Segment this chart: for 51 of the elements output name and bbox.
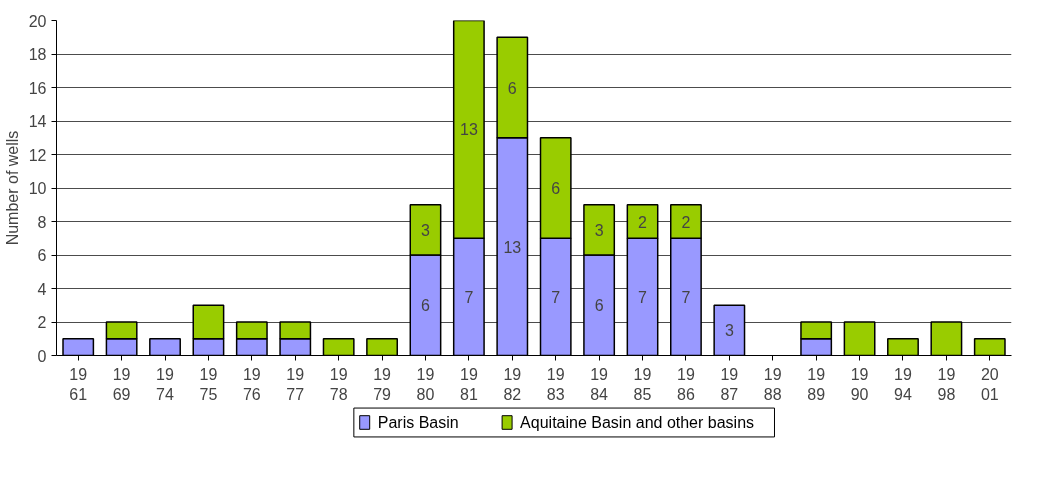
y-tick-label: 10 — [28, 180, 47, 197]
data-label: 6 — [551, 180, 561, 197]
x-tick-label: 19 85 — [633, 365, 652, 403]
x-tick-label: 19 75 — [199, 365, 218, 403]
x-tick-label: 19 84 — [590, 365, 609, 403]
data-label: 7 — [638, 288, 648, 306]
y-tick-label: 16 — [28, 79, 47, 97]
data-label: 7 — [681, 288, 691, 306]
x-tick-label: 19 74 — [156, 365, 175, 403]
x-tick-label: 20 01 — [980, 365, 999, 403]
x-tick-label: 19 78 — [329, 365, 348, 403]
data-label: 3 — [594, 221, 604, 239]
x-tick-label: 19 87 — [720, 365, 739, 403]
x-tick-label: 19 80 — [416, 365, 435, 403]
y-tick-label: 8 — [37, 213, 47, 231]
data-label: 7 — [464, 288, 474, 306]
data-label: 3 — [724, 322, 734, 340]
x-tick-label: 19 94 — [894, 365, 912, 403]
y-axis-title: Number of wells — [3, 130, 21, 246]
data-label: 6 — [507, 79, 517, 97]
x-tick-label: 19 88 — [763, 365, 782, 403]
x-tick-label: 19 89 — [807, 365, 826, 403]
legend-label: Paris Basin — [377, 414, 459, 431]
x-tick-label: 19 79 — [373, 365, 392, 403]
data-label: 2 — [681, 213, 691, 231]
legend-label: Aquitaine Basin and other basins — [520, 414, 755, 431]
data-label: 7 — [551, 288, 561, 306]
data-label: 3 — [421, 221, 431, 239]
x-tick-label: 19 83 — [546, 365, 565, 403]
x-tick-label: 19 90 — [850, 365, 869, 403]
y-tick-label: 4 — [37, 280, 47, 298]
x-tick-label: 19 82 — [503, 365, 522, 403]
y-tick-label: 6 — [37, 247, 47, 264]
x-tick-label: 19 77 — [286, 365, 305, 403]
y-tick-label: 0 — [37, 347, 47, 365]
y-tick-label: 14 — [28, 113, 47, 130]
y-tick-label: 12 — [28, 146, 47, 164]
y-tick-label: 2 — [37, 314, 47, 331]
data-label: 13 — [503, 238, 522, 256]
y-tick-label: 20 — [28, 12, 47, 30]
data-label: 6 — [594, 297, 604, 315]
data-label: 2 — [638, 213, 648, 231]
x-tick-label: 19 86 — [677, 365, 695, 403]
data-label: 13 — [459, 121, 478, 139]
y-tick-label: 18 — [28, 46, 47, 63]
x-tick-label: 19 98 — [937, 365, 956, 403]
x-tick-label: 19 69 — [112, 365, 131, 403]
x-tick-label: 19 81 — [459, 365, 478, 403]
x-tick-label: 19 61 — [69, 365, 88, 403]
data-label: 6 — [421, 297, 431, 315]
x-tick-label: 19 76 — [242, 365, 261, 403]
